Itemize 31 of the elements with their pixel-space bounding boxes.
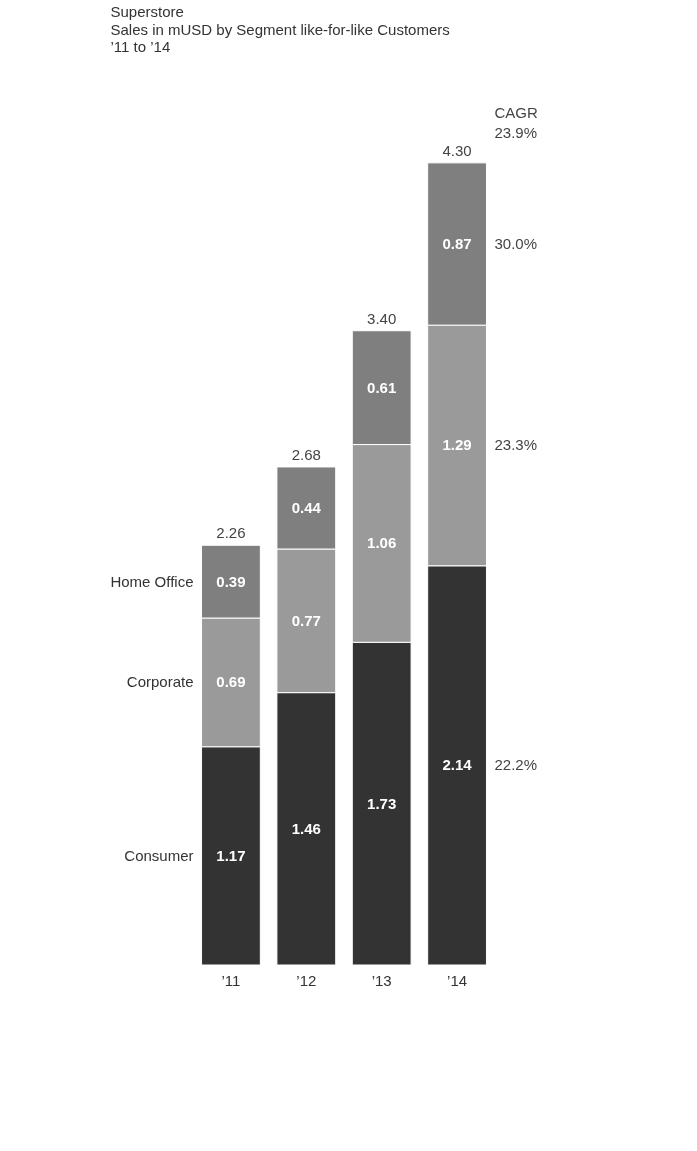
total-label: 4.30 bbox=[442, 141, 472, 159]
text: CAGR bbox=[494, 103, 538, 121]
x-tick-label: ’14 bbox=[447, 971, 468, 989]
data-label: 0.77 bbox=[291, 611, 321, 629]
chart-title: Superstore bbox=[110, 3, 184, 20]
data-label: 1.73 bbox=[367, 794, 397, 812]
series-label: Home Office bbox=[110, 572, 194, 590]
x-tick-label: ’12 bbox=[296, 971, 317, 989]
annotation: 23.3% bbox=[494, 436, 538, 454]
total-label: 2.26 bbox=[216, 524, 246, 542]
text: 23.9% bbox=[494, 123, 538, 141]
x-tick-label: ’13 bbox=[371, 971, 392, 989]
data-label: 1.46 bbox=[291, 819, 321, 837]
text: ’11 to ’14 bbox=[110, 38, 171, 55]
annotation: 22.2% bbox=[494, 756, 538, 774]
data-label: 2.14 bbox=[442, 756, 473, 774]
series-label: Consumer bbox=[124, 846, 194, 864]
data-label: 0.69 bbox=[216, 673, 246, 691]
data-label: 1.29 bbox=[442, 436, 472, 454]
data-label: 1.17 bbox=[216, 846, 246, 864]
data-label: 0.44 bbox=[291, 498, 322, 516]
total-label: 2.68 bbox=[291, 445, 321, 463]
data-label: 0.61 bbox=[367, 378, 397, 396]
data-label: 0.39 bbox=[216, 572, 246, 590]
total-label: 3.40 bbox=[367, 309, 397, 327]
text: Sales in mUSD by Segment like-for-like Customers bbox=[110, 21, 450, 38]
annotation: 30.0% bbox=[494, 235, 538, 253]
data-label: 0.87 bbox=[442, 235, 472, 253]
data-label: 1.06 bbox=[367, 534, 397, 552]
series-label: Corporate bbox=[126, 673, 194, 691]
x-tick-label: ’11 bbox=[221, 971, 241, 989]
